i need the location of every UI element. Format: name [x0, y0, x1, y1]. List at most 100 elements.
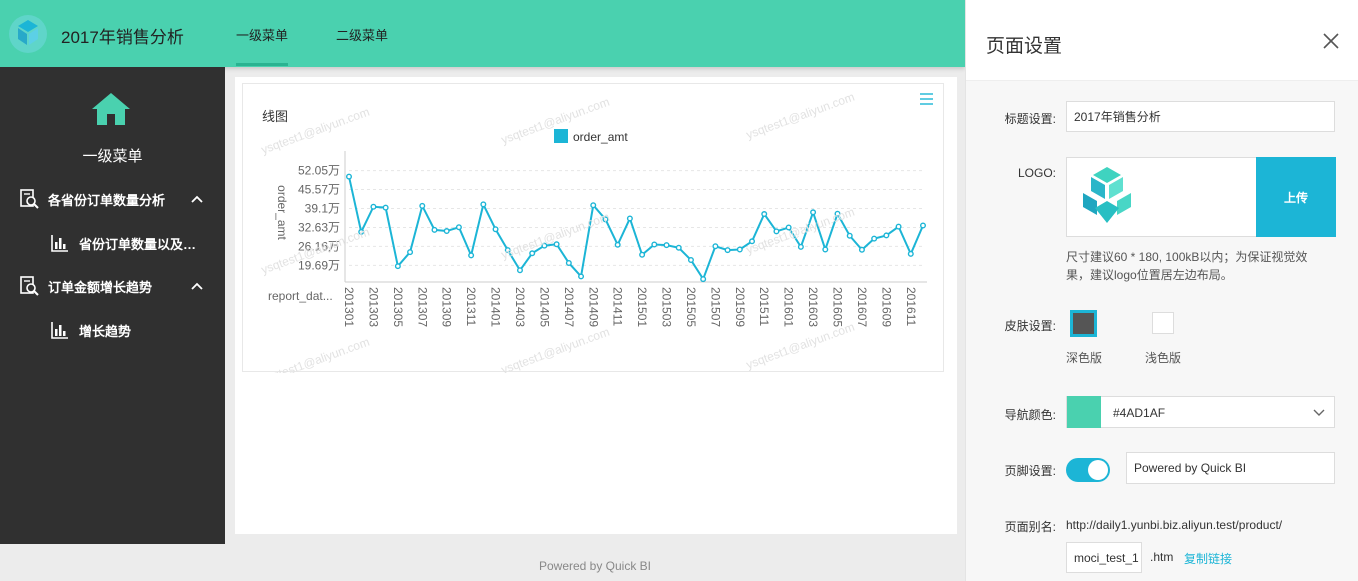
close-icon[interactable] — [1322, 32, 1340, 50]
data-point — [883, 232, 890, 239]
x-tick-label: 201501 — [635, 287, 649, 327]
skin-dark-option[interactable] — [1070, 310, 1097, 337]
sidebar-group-province[interactable]: 各省份订单数量分析 — [0, 187, 225, 211]
app-title: 2017年销售分析 — [61, 28, 184, 47]
data-point — [553, 241, 560, 248]
data-point — [407, 249, 414, 256]
copy-link-button[interactable]: 复制链接 — [1184, 552, 1233, 566]
x-tick-label: 201411 — [611, 287, 625, 326]
x-tick-label: 201509 — [733, 287, 747, 327]
report-search-icon — [20, 276, 39, 296]
x-tick-label: 201503 — [660, 287, 674, 327]
home-icon[interactable] — [91, 92, 131, 126]
watermark-text: ysqtest1@aliyun.com — [499, 325, 611, 373]
skin-light-label: 浅色版 — [1145, 351, 1182, 365]
watermark-text: ysqtest1@aliyun.com — [744, 90, 856, 142]
skin-label: 皮肤设置: — [1004, 319, 1056, 333]
sidebar-item-label: 增长趋势 — [79, 323, 132, 339]
chevron-up-icon[interactable] — [190, 194, 204, 204]
data-point — [492, 226, 499, 233]
x-tick-label: 201607 — [855, 287, 869, 327]
settings-title: 页面设置 — [986, 36, 1063, 57]
skin-dark-label: 深色版 — [1066, 351, 1103, 365]
data-point — [895, 223, 902, 230]
data-point — [907, 250, 914, 257]
nav-color-label: 导航颜色: — [1004, 408, 1056, 422]
nav-item-level2[interactable]: 二级菜单 — [336, 28, 389, 43]
data-point — [639, 251, 646, 258]
x-axis-title: report_dat... — [268, 289, 333, 303]
y-tick-label: 45.57万 — [298, 183, 340, 197]
data-point — [345, 173, 352, 180]
toggle-knob — [1088, 460, 1108, 480]
x-tick-label: 201405 — [537, 287, 551, 327]
x-tick-label: 201307 — [415, 287, 429, 327]
logo-label: LOGO: — [1017, 166, 1056, 180]
x-tick-label: 201511 — [757, 287, 771, 326]
sidebar-item-province-orders[interactable]: 省份订单数量以及… — [0, 231, 225, 255]
data-point — [565, 259, 572, 266]
sidebar-home-label[interactable]: 一级菜单 — [82, 148, 143, 165]
data-point — [822, 246, 829, 253]
sidebar-group-label: 订单金额增长趋势 — [48, 279, 153, 295]
footer-setting-label: 页脚设置: — [1004, 464, 1056, 478]
title-setting-label: 标题设置: — [1004, 112, 1056, 126]
top-header: 2017年销售分析 一级菜单 二级菜单 — [0, 0, 965, 67]
y-axis-title: order_amt — [275, 185, 289, 240]
alias-input[interactable]: moci_test_1 — [1066, 542, 1142, 573]
main-content: 19.69万 26.16万 32.63万 39.1万 45.57万 52.05万 order… — [235, 77, 957, 534]
title-input[interactable]: 2017年销售分析 — [1066, 101, 1335, 132]
data-point — [480, 201, 487, 208]
settings-panel: 页面设置 标题设置: 2017年销售分析 LOGO: 上传 尺寸建议60 * 1… — [965, 0, 1358, 581]
data-point — [504, 247, 511, 254]
data-point — [516, 267, 523, 274]
data-point — [419, 202, 426, 209]
nav-color-value: #4AD1AF — [1113, 406, 1166, 420]
chevron-down-icon[interactable] — [1313, 407, 1325, 417]
legend-swatch — [554, 129, 568, 143]
alias-extension: .htm — [1150, 550, 1174, 564]
watermark-text: ysqtest1@aliyun.com — [744, 320, 856, 372]
data-point — [871, 235, 878, 242]
nav-item-level1[interactable]: 一级菜单 — [236, 25, 289, 66]
data-point — [541, 242, 548, 249]
line-chart: 19.69万 26.16万 32.63万 39.1万 45.57万 52.05万 order… — [259, 90, 927, 373]
legend-label: order_amt — [573, 130, 628, 144]
sidebar-item-growth-trend[interactable]: 增长趋势 — [0, 318, 225, 342]
nav-color-select[interactable]: #4AD1AF — [1066, 396, 1335, 428]
chevron-up-icon[interactable] — [190, 281, 204, 291]
data-point — [773, 228, 780, 235]
x-tick-label: 201605 — [831, 287, 845, 327]
alias-label: 页面别名: — [1004, 520, 1056, 534]
chart-card: 19.69万 26.16万 32.63万 39.1万 45.57万 52.05万 order… — [242, 83, 944, 373]
sidebar-group-order-growth[interactable]: 订单金额增长趋势 — [0, 274, 225, 298]
data-point — [846, 232, 853, 239]
footer-toggle[interactable] — [1066, 458, 1110, 482]
hamburger-menu-icon[interactable] — [920, 93, 933, 105]
footer-text-input[interactable]: Powered by Quick BI — [1126, 452, 1335, 484]
data-point — [663, 242, 670, 249]
skin-light-option[interactable] — [1152, 312, 1174, 334]
watermark-text: ysqtest1@aliyun.com — [499, 210, 611, 262]
page-footer: Powered by Quick BI — [225, 544, 965, 581]
data-point — [590, 202, 597, 209]
data-point — [687, 257, 694, 264]
y-tick-label: 26.16万 — [298, 239, 340, 253]
bar-chart-icon — [51, 322, 68, 339]
x-tick-label: 201603 — [806, 287, 820, 327]
report-search-icon — [20, 189, 39, 209]
y-tick-label: 19.69万 — [298, 258, 340, 272]
data-point — [651, 241, 658, 248]
logo-image-icon — [1083, 167, 1131, 223]
data-point — [455, 224, 462, 231]
upload-button[interactable]: 上传 — [1256, 157, 1336, 237]
data-point — [614, 241, 621, 248]
logo-hint: 尺寸建议60 * 180, 100kB以内；为保证视觉效果，建议logo位置居左… — [1066, 250, 1308, 282]
data-point — [749, 238, 756, 245]
y-tick-label: 32.63万 — [298, 220, 340, 234]
data-point — [724, 247, 731, 254]
data-point — [394, 263, 401, 270]
data-point — [370, 203, 377, 210]
data-point — [602, 216, 609, 223]
data-point — [358, 228, 365, 235]
